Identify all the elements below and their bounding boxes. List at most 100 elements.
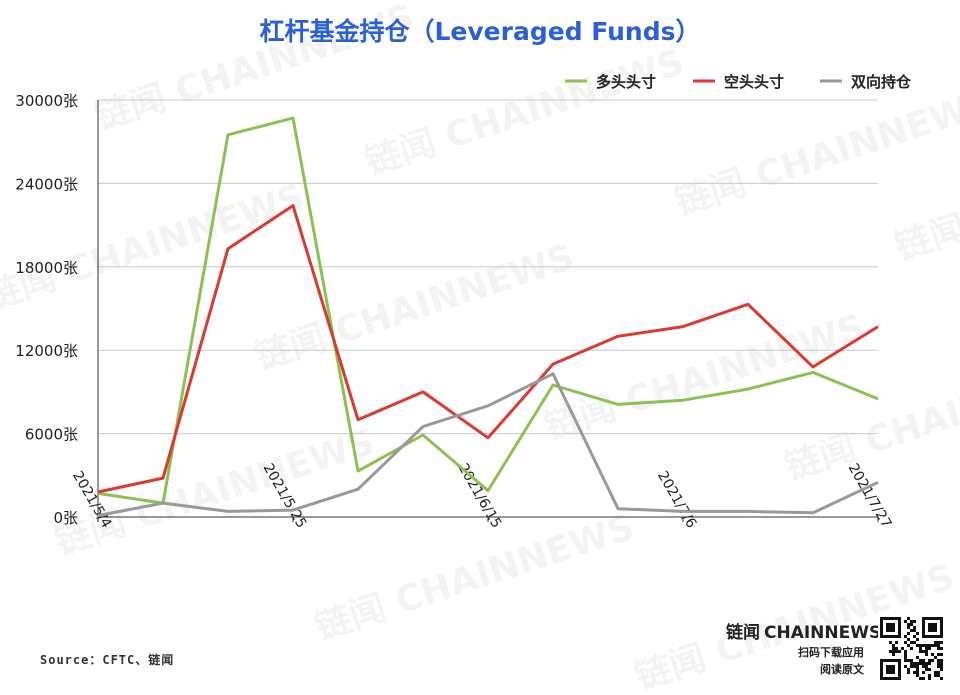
qr-module bbox=[925, 662, 928, 665]
series-line-2 bbox=[97, 372, 879, 518]
qr-module bbox=[931, 659, 934, 662]
qr-module bbox=[907, 623, 910, 626]
qr-module bbox=[940, 662, 943, 665]
qr-module bbox=[913, 635, 916, 638]
qr-module bbox=[916, 662, 919, 665]
series-lines bbox=[97, 116, 879, 518]
qr-module bbox=[895, 650, 898, 653]
qr-module bbox=[916, 665, 919, 668]
qr-module bbox=[916, 644, 919, 647]
qr-module bbox=[925, 665, 928, 668]
qr-module bbox=[910, 641, 913, 644]
qr-module bbox=[925, 647, 928, 650]
qr-module bbox=[934, 674, 937, 677]
qr-module bbox=[940, 641, 943, 644]
qr-module bbox=[904, 650, 907, 653]
qr-module bbox=[904, 641, 907, 644]
qr-module bbox=[913, 620, 916, 623]
qr-module bbox=[919, 644, 922, 647]
qr-module bbox=[922, 644, 925, 647]
qr-module bbox=[922, 677, 925, 680]
qr-module bbox=[928, 647, 931, 650]
qr-code-icon[interactable] bbox=[878, 615, 945, 682]
qr-module bbox=[910, 623, 913, 626]
qr-module bbox=[922, 650, 925, 653]
qr-module bbox=[937, 674, 940, 677]
qr-module bbox=[928, 677, 931, 680]
qr-module bbox=[910, 620, 913, 623]
y-tick-label-5: 30000张 bbox=[15, 92, 78, 110]
y-tick-label-0: 0张 bbox=[53, 509, 78, 527]
x-tick-label-2: 2021/6/15 bbox=[455, 461, 505, 531]
brand-block: 链闻 CHAINNEWS 扫码下载应用 阅读原文 bbox=[726, 615, 945, 682]
qr-module bbox=[913, 626, 916, 629]
qr-module bbox=[892, 650, 895, 653]
qr-module bbox=[907, 671, 910, 674]
qr-module bbox=[907, 632, 910, 635]
qr-module bbox=[895, 641, 898, 644]
qr-module bbox=[928, 659, 931, 662]
watermark-1: 链闻 CHAINNEWS bbox=[360, 42, 689, 184]
qr-module bbox=[922, 659, 925, 662]
qr-module bbox=[919, 650, 922, 653]
qr-module bbox=[919, 659, 922, 662]
qr-module bbox=[892, 644, 895, 647]
qr-finder-inner-bl bbox=[886, 665, 895, 674]
qr-module bbox=[892, 647, 895, 650]
qr-module bbox=[928, 662, 931, 665]
qr-module bbox=[922, 662, 925, 665]
watermark-5: 链闻 CHAINNEWS bbox=[250, 237, 579, 379]
qr-module bbox=[889, 650, 892, 653]
watermark-9: 链闻 CHAINNEWS bbox=[310, 507, 639, 649]
chart-title: 杠杆基金持仓（Leveraged Funds） bbox=[260, 17, 701, 46]
qr-module bbox=[925, 653, 928, 656]
qr-module bbox=[925, 644, 928, 647]
qr-module bbox=[922, 671, 925, 674]
x-tick-label-3: 2021/7/6 bbox=[654, 469, 699, 532]
qr-module bbox=[907, 638, 910, 641]
qr-module bbox=[940, 647, 943, 650]
qr-module bbox=[937, 665, 940, 668]
brand-name-cn: 链闻 bbox=[726, 622, 760, 643]
qr-module bbox=[916, 668, 919, 671]
qr-module bbox=[940, 665, 943, 668]
y-axis-ticks: 0张 6000张 12000张 18000张 24000张 30000张 bbox=[15, 92, 78, 527]
qr-module bbox=[904, 665, 907, 668]
qr-module bbox=[907, 617, 910, 620]
qr-finder-inner-tr bbox=[928, 623, 937, 632]
qr-module bbox=[937, 671, 940, 674]
qr-module bbox=[907, 626, 910, 629]
qr-module bbox=[937, 641, 940, 644]
legend: 多头头寸 空头头寸 双向持仓 bbox=[565, 73, 912, 91]
qr-module bbox=[889, 641, 892, 644]
qr-module bbox=[919, 662, 922, 665]
qr-module bbox=[916, 656, 919, 659]
qr-module bbox=[931, 644, 934, 647]
series-line-1 bbox=[97, 204, 879, 494]
qr-module bbox=[910, 629, 913, 632]
qr-module bbox=[907, 668, 910, 671]
qr-module bbox=[907, 659, 910, 662]
qr-module bbox=[937, 647, 940, 650]
series-line-0 bbox=[97, 116, 879, 505]
legend-label-2: 双向持仓 bbox=[851, 73, 912, 91]
qr-module bbox=[937, 653, 940, 656]
y-tick-label-4: 24000张 bbox=[15, 175, 78, 193]
qr-module bbox=[916, 674, 919, 677]
qr-module bbox=[904, 620, 907, 623]
qr-module bbox=[913, 665, 916, 668]
qr-module bbox=[937, 644, 940, 647]
legend-label-0: 多头头寸 bbox=[596, 73, 656, 91]
qr-module bbox=[934, 644, 937, 647]
y-tick-label-3: 18000张 bbox=[15, 259, 78, 277]
qr-module bbox=[910, 665, 913, 668]
grid-lines bbox=[98, 99, 878, 435]
qr-module bbox=[904, 656, 907, 659]
watermark-7: 链闻 CHAINNEWS bbox=[780, 347, 960, 489]
qr-module bbox=[934, 671, 937, 674]
qr-module bbox=[928, 644, 931, 647]
qr-module bbox=[919, 647, 922, 650]
y-tick-label-2: 12000张 bbox=[15, 342, 78, 360]
qr-module bbox=[925, 650, 928, 653]
